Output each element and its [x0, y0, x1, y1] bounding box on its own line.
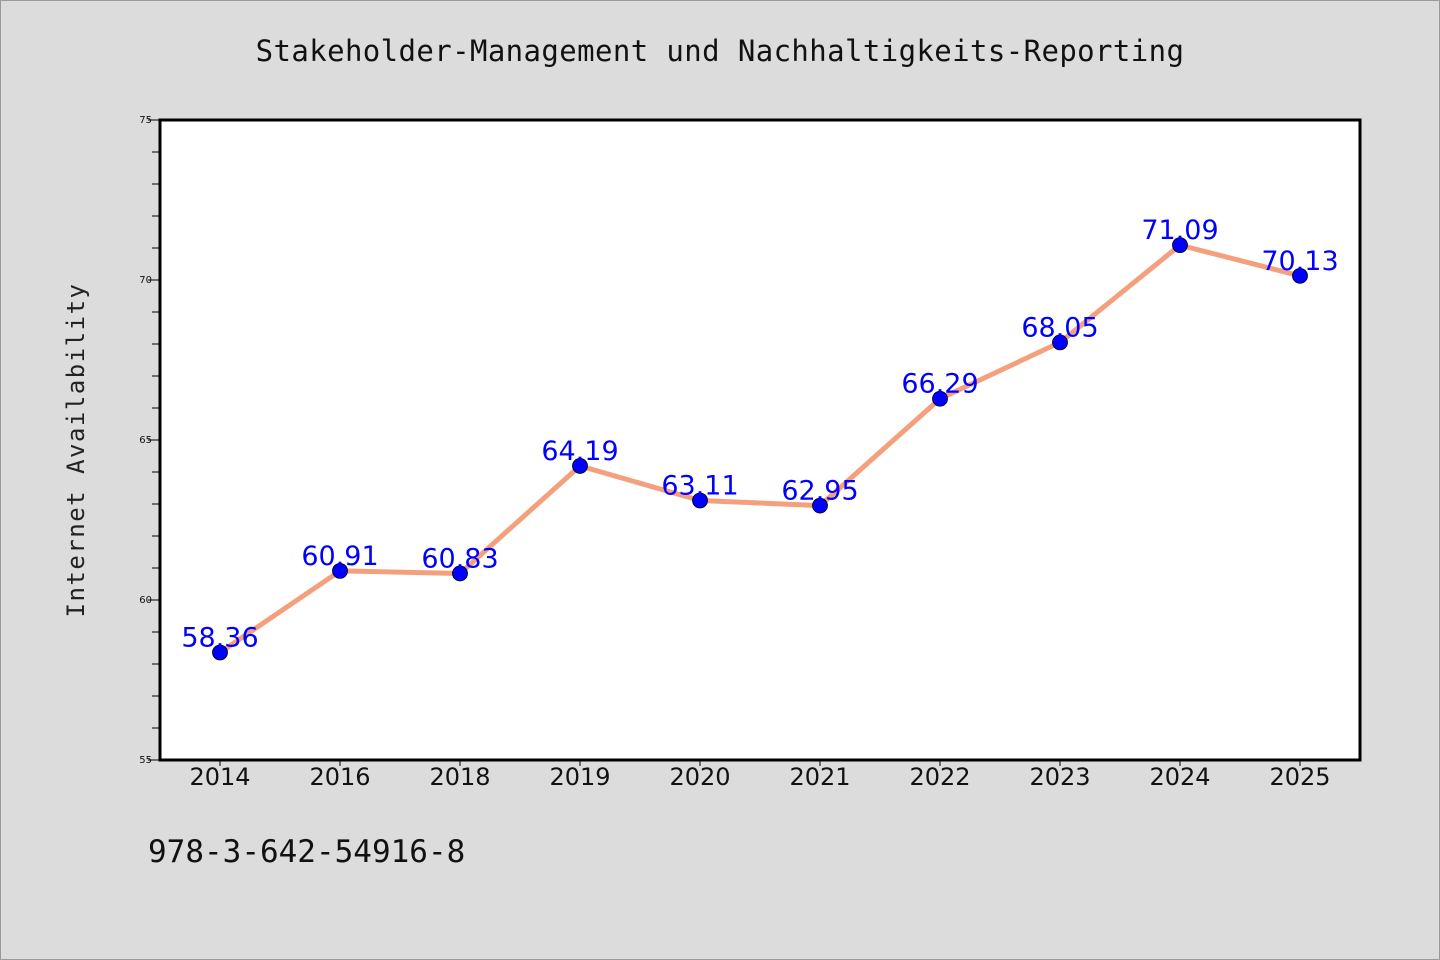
data-label: 58.36 [181, 622, 258, 653]
data-label: 66.29 [901, 369, 978, 400]
x-tick-label: 2021 [789, 763, 850, 791]
y-tick-label: 60 [139, 595, 152, 606]
data-point [332, 562, 348, 579]
y-tick-label: 55 [139, 755, 152, 766]
data-point [812, 497, 828, 514]
isbn-text: 978-3-642-54916-8 [148, 834, 466, 870]
data-label: 62.95 [781, 476, 858, 507]
y-axis-ticks: 55 60 65 70 75 [139, 115, 160, 766]
data-label: 60.91 [301, 541, 378, 572]
data-label: 64.19 [541, 436, 618, 467]
x-tick-label: 2020 [669, 763, 730, 791]
y-tick-label: 70 [139, 275, 152, 286]
data-label: 71.09 [1141, 215, 1218, 246]
plot-area [160, 120, 1360, 760]
data-point [1052, 334, 1068, 351]
data-point [692, 492, 708, 509]
data-label: 68.05 [1021, 312, 1098, 343]
chart-title: Stakeholder-Management und Nachhaltigkei… [255, 34, 1185, 68]
x-tick-label: 2023 [1029, 763, 1090, 791]
x-tick-label: 2025 [1269, 763, 1330, 791]
data-point [1172, 237, 1188, 254]
y-tick-label: 75 [139, 115, 152, 126]
x-tick-label: 2016 [309, 763, 370, 791]
data-label: 70.13 [1261, 246, 1338, 277]
data-label: 60.83 [421, 543, 498, 574]
series-line [217, 242, 1303, 655]
data-point [212, 644, 228, 661]
x-tick-label: 2019 [549, 763, 610, 791]
data-labels: 58.36 60.91 60.83 64.19 63.11 62.95 66.29 68.05… [181, 215, 1338, 653]
data-point [932, 390, 948, 407]
data-series [212, 237, 1308, 661]
x-tick-label: 2024 [1149, 763, 1210, 791]
x-tick-label: 2018 [429, 763, 490, 791]
x-axis-tick-labels: 2014 2016 2018 2019 2020 2021 2022 2023 2024 2025 [189, 760, 1331, 791]
plot-frame [158, 118, 1362, 762]
data-label: 63.11 [661, 470, 738, 501]
data-point [572, 458, 588, 474]
x-tick-label: 2022 [909, 763, 970, 791]
data-point [1292, 267, 1308, 284]
y-tick-label: 65 [139, 435, 152, 446]
data-point [452, 565, 468, 582]
x-tick-label: 2014 [189, 763, 250, 791]
